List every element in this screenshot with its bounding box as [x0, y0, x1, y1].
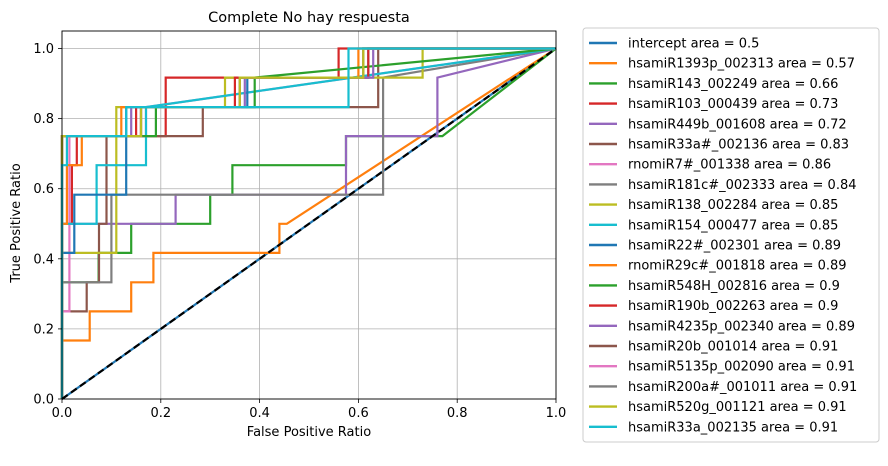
legend-entry: rnomiR29c#_001818 area = 0.89	[628, 259, 847, 274]
y-tick-label: 0.6	[33, 182, 54, 197]
axes: 0.0 0.2 0.4 0.6 0.8 1.0 0.0 0.2 0.4 0.6 0.8 1.0	[33, 30, 567, 421]
x-tick-label: 0.2	[150, 406, 171, 421]
x-tick-label: 1.0	[546, 406, 567, 421]
legend-entry: hsamiR181c#_002333 area = 0.84	[628, 178, 857, 193]
legend-entry: hsamiR1393p_002313 area = 0.57	[628, 57, 855, 72]
legend-entry: hsamiR154_000477 area = 0.85	[628, 218, 838, 233]
legend-entry: hsamiR548H_002816 area = 0.9	[628, 279, 840, 294]
reference-diagonal	[61, 47, 557, 400]
x-tick-label: 0.4	[249, 406, 270, 421]
legend-entry: hsamiR103_000439 area = 0.73	[628, 97, 838, 112]
legend-entry: intercept area = 0.5	[628, 37, 759, 52]
legend: intercept area = 0.5 hsamiR1393p_002313 a…	[582, 27, 880, 443]
roc-curve-1	[60, 47, 557, 399]
legend-entry: hsamiR5135p_002090 area = 0.91	[628, 360, 855, 375]
y-tick-label: 1.0	[33, 42, 54, 57]
legend-entry: hsamiR4235p_002340 area = 0.89	[628, 319, 855, 334]
legend-entry: rnomiR7#_001338 area = 0.86	[628, 158, 831, 173]
series-layer	[60, 47, 557, 400]
legend-entry: hsamiR22#_002301 area = 0.89	[628, 239, 841, 254]
roc-curve-5	[60, 47, 556, 399]
legend-entry: hsamiR138_002284 area = 0.85	[628, 198, 838, 213]
plot-frame	[61, 30, 557, 400]
legend-entry: hsamiR33a_002135 area = 0.91	[628, 420, 838, 435]
y-tick-label: 0.8	[33, 112, 54, 127]
legend-entry: hsamiR200a#_001011 area = 0.91	[628, 380, 857, 395]
x-tick-label: 0.8	[447, 406, 468, 421]
legend-entry: hsamiR20b_001014 area = 0.91	[628, 340, 838, 355]
legend-entry: hsamiR190b_002263 area = 0.9	[628, 299, 838, 314]
roc-curve-19	[60, 47, 556, 399]
x-axis-label: False Positive Ratio	[247, 425, 371, 440]
y-axis-label: True Positive Ratio	[9, 163, 24, 283]
grid	[61, 31, 557, 400]
y-tick-label: 0.2	[33, 322, 54, 337]
y-tick-label: 0.0	[33, 393, 54, 408]
y-tick-label: 0.4	[33, 252, 54, 267]
legend-entry: hsamiR33a#_002136 area = 0.83	[628, 138, 849, 153]
x-tick-label: 0.0	[52, 406, 73, 421]
chart-title: Complete No hay respuesta	[208, 10, 410, 26]
legend-box	[582, 27, 880, 443]
x-tick-label: 0.6	[348, 406, 369, 421]
legend-entry: hsamiR449b_001608 area = 0.72	[628, 117, 847, 132]
legend-entry: hsamiR520g_001121 area = 0.91	[628, 400, 847, 415]
legend-entry: hsamiR143_002249 area = 0.66	[628, 77, 838, 92]
